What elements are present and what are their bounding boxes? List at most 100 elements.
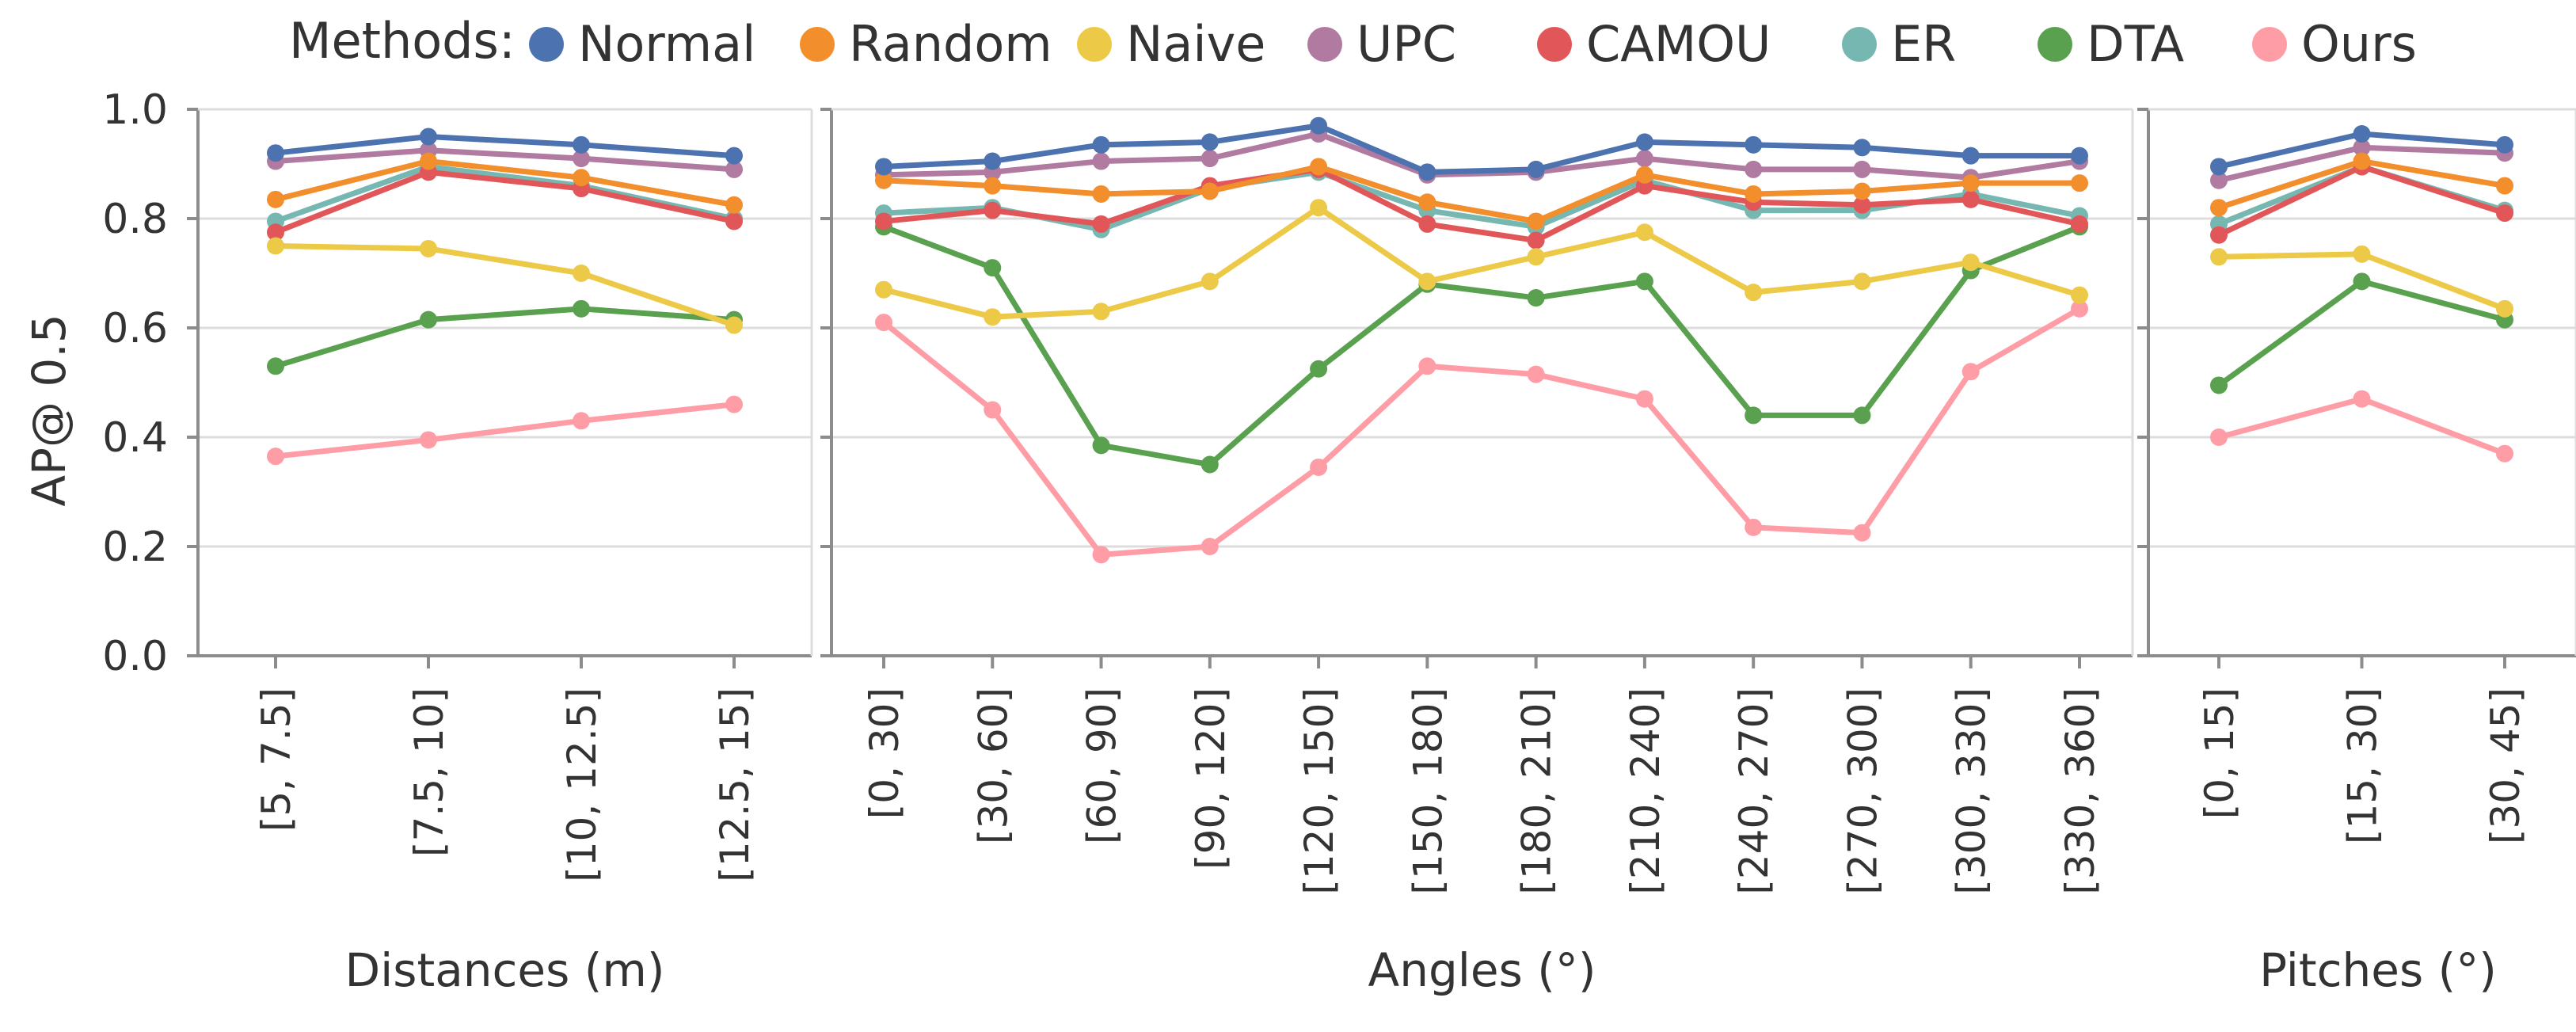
data-point-naive bbox=[1745, 284, 1763, 302]
data-point-ours bbox=[1961, 363, 1980, 381]
data-point-random bbox=[1200, 182, 1219, 200]
panel-1: 0.0 0.2 0.4 0.6 0.8 1.0 [5, 7.5] [7.5, 10] [10, … bbox=[102, 86, 813, 997]
data-point-camou bbox=[875, 212, 892, 230]
data-point-normal bbox=[1745, 135, 1763, 154]
data-point-camou bbox=[1961, 190, 1980, 208]
data-point-normal bbox=[1418, 163, 1436, 181]
x-tick-label: [10, 12.5] bbox=[559, 687, 605, 882]
data-point-random bbox=[1635, 166, 1653, 184]
data-point-random bbox=[1961, 174, 1980, 192]
y-tick-label: 0.8 bbox=[102, 196, 168, 243]
x-tick-label: [120, 150] bbox=[1296, 687, 1342, 895]
data-point-ours bbox=[1635, 390, 1653, 408]
x-tick-label: [240, 270] bbox=[1731, 687, 1777, 895]
data-point-upc bbox=[2353, 139, 2371, 157]
data-point-ours bbox=[1853, 524, 1871, 542]
legend-item-dta: DTA bbox=[2038, 15, 2184, 73]
x-tick-label: [30, 60] bbox=[970, 687, 1016, 844]
data-point-upc bbox=[1635, 150, 1653, 168]
data-point-upc bbox=[2210, 171, 2228, 189]
legend-marker-normal bbox=[529, 27, 564, 62]
series-group bbox=[267, 128, 743, 466]
data-point-random bbox=[267, 190, 284, 208]
data-point-dta bbox=[1527, 289, 1545, 307]
data-point-random bbox=[1853, 182, 1871, 200]
x-tick-label: [270, 300] bbox=[1840, 687, 1885, 895]
legend-label-ours: Ours bbox=[2301, 15, 2417, 73]
data-point-naive bbox=[725, 316, 743, 334]
series-camou bbox=[875, 160, 2088, 249]
data-point-naive bbox=[984, 308, 1002, 326]
legend-label-random: Random bbox=[849, 15, 1052, 73]
legend-item-camou: CAMOU bbox=[1537, 15, 1771, 73]
data-point-camou bbox=[1092, 215, 1110, 233]
gridlines bbox=[831, 108, 2133, 657]
data-point-dta bbox=[984, 259, 1002, 277]
series-dta bbox=[875, 218, 2088, 474]
series-line-ours bbox=[272, 402, 737, 459]
data-point-ours bbox=[573, 412, 590, 430]
series-upc bbox=[875, 125, 2088, 187]
data-point-random bbox=[1310, 158, 1328, 176]
series-line-camou bbox=[272, 169, 737, 235]
data-point-ours bbox=[2496, 444, 2513, 463]
legend-item-normal: Normal bbox=[529, 15, 755, 73]
data-point-random bbox=[573, 169, 590, 187]
data-point-normal bbox=[984, 152, 1002, 170]
series-line-er bbox=[881, 169, 2083, 233]
y-ticks bbox=[820, 108, 831, 657]
legend-marker-upc bbox=[1307, 27, 1342, 62]
data-point-normal bbox=[1310, 116, 1328, 135]
legend-item-er: ER bbox=[1842, 15, 1956, 73]
y-tick-label: 0.6 bbox=[102, 305, 168, 352]
data-point-normal bbox=[1200, 133, 1219, 151]
series-naive bbox=[2210, 245, 2513, 318]
data-point-dta bbox=[1092, 436, 1110, 455]
data-point-normal bbox=[2496, 135, 2513, 154]
data-point-random bbox=[725, 196, 743, 214]
data-point-naive bbox=[420, 239, 437, 257]
data-point-random bbox=[1745, 185, 1763, 203]
data-point-camou bbox=[984, 201, 1002, 219]
chart-panels: 0.0 0.2 0.4 0.6 0.8 1.0 [5, 7.5] [7.5, 10] [10, … bbox=[102, 86, 2576, 997]
data-point-dta bbox=[2353, 272, 2371, 291]
series-random bbox=[2210, 152, 2513, 217]
x-tick-label: [0, 30] bbox=[862, 687, 907, 819]
data-point-random bbox=[984, 177, 1002, 195]
x-tick-label: [15, 30] bbox=[2340, 687, 2386, 844]
panel-2: [0, 30] [30, 60] [60, 90] [90, 120] [120, 15… bbox=[820, 108, 2134, 997]
series-ours bbox=[875, 299, 2088, 564]
data-point-random bbox=[2210, 199, 2228, 217]
data-point-naive bbox=[1092, 303, 1110, 321]
data-point-random bbox=[1092, 185, 1110, 203]
legend-label-naive: Naive bbox=[1126, 15, 1265, 73]
data-point-random bbox=[1418, 193, 1436, 211]
series-line-random bbox=[881, 163, 2083, 224]
data-point-ours bbox=[2071, 299, 2088, 318]
data-point-camou bbox=[1418, 215, 1436, 233]
legend-label-camou: CAMOU bbox=[1586, 15, 1771, 73]
legend-item-upc: UPC bbox=[1307, 15, 1456, 73]
data-point-ours bbox=[2353, 390, 2371, 408]
legend-item-random: Random bbox=[800, 15, 1052, 73]
x-tick-label: [12.5, 15] bbox=[712, 687, 758, 882]
data-point-ours bbox=[1745, 518, 1763, 536]
panel-3: [0, 15] [15, 30] [30, 45] Pitches (°) bbox=[2137, 108, 2576, 997]
y-tick-label: 0.0 bbox=[102, 633, 168, 680]
data-point-dta bbox=[1745, 406, 1763, 425]
series-naive bbox=[875, 199, 2088, 326]
data-point-normal bbox=[1853, 139, 1871, 157]
data-point-upc bbox=[1092, 152, 1110, 170]
data-point-ours bbox=[1418, 357, 1436, 375]
legend-item-ours: Ours bbox=[2252, 15, 2417, 73]
data-point-dta bbox=[573, 299, 590, 318]
data-point-ours bbox=[1310, 458, 1328, 476]
data-point-normal bbox=[1635, 133, 1653, 151]
data-point-ours bbox=[1527, 365, 1545, 383]
series-ours bbox=[2210, 390, 2513, 463]
y-tick-label: 0.4 bbox=[102, 414, 168, 462]
legend-label-dta: DTA bbox=[2087, 15, 2184, 73]
data-point-random bbox=[2496, 177, 2513, 195]
data-point-camou bbox=[267, 223, 284, 242]
